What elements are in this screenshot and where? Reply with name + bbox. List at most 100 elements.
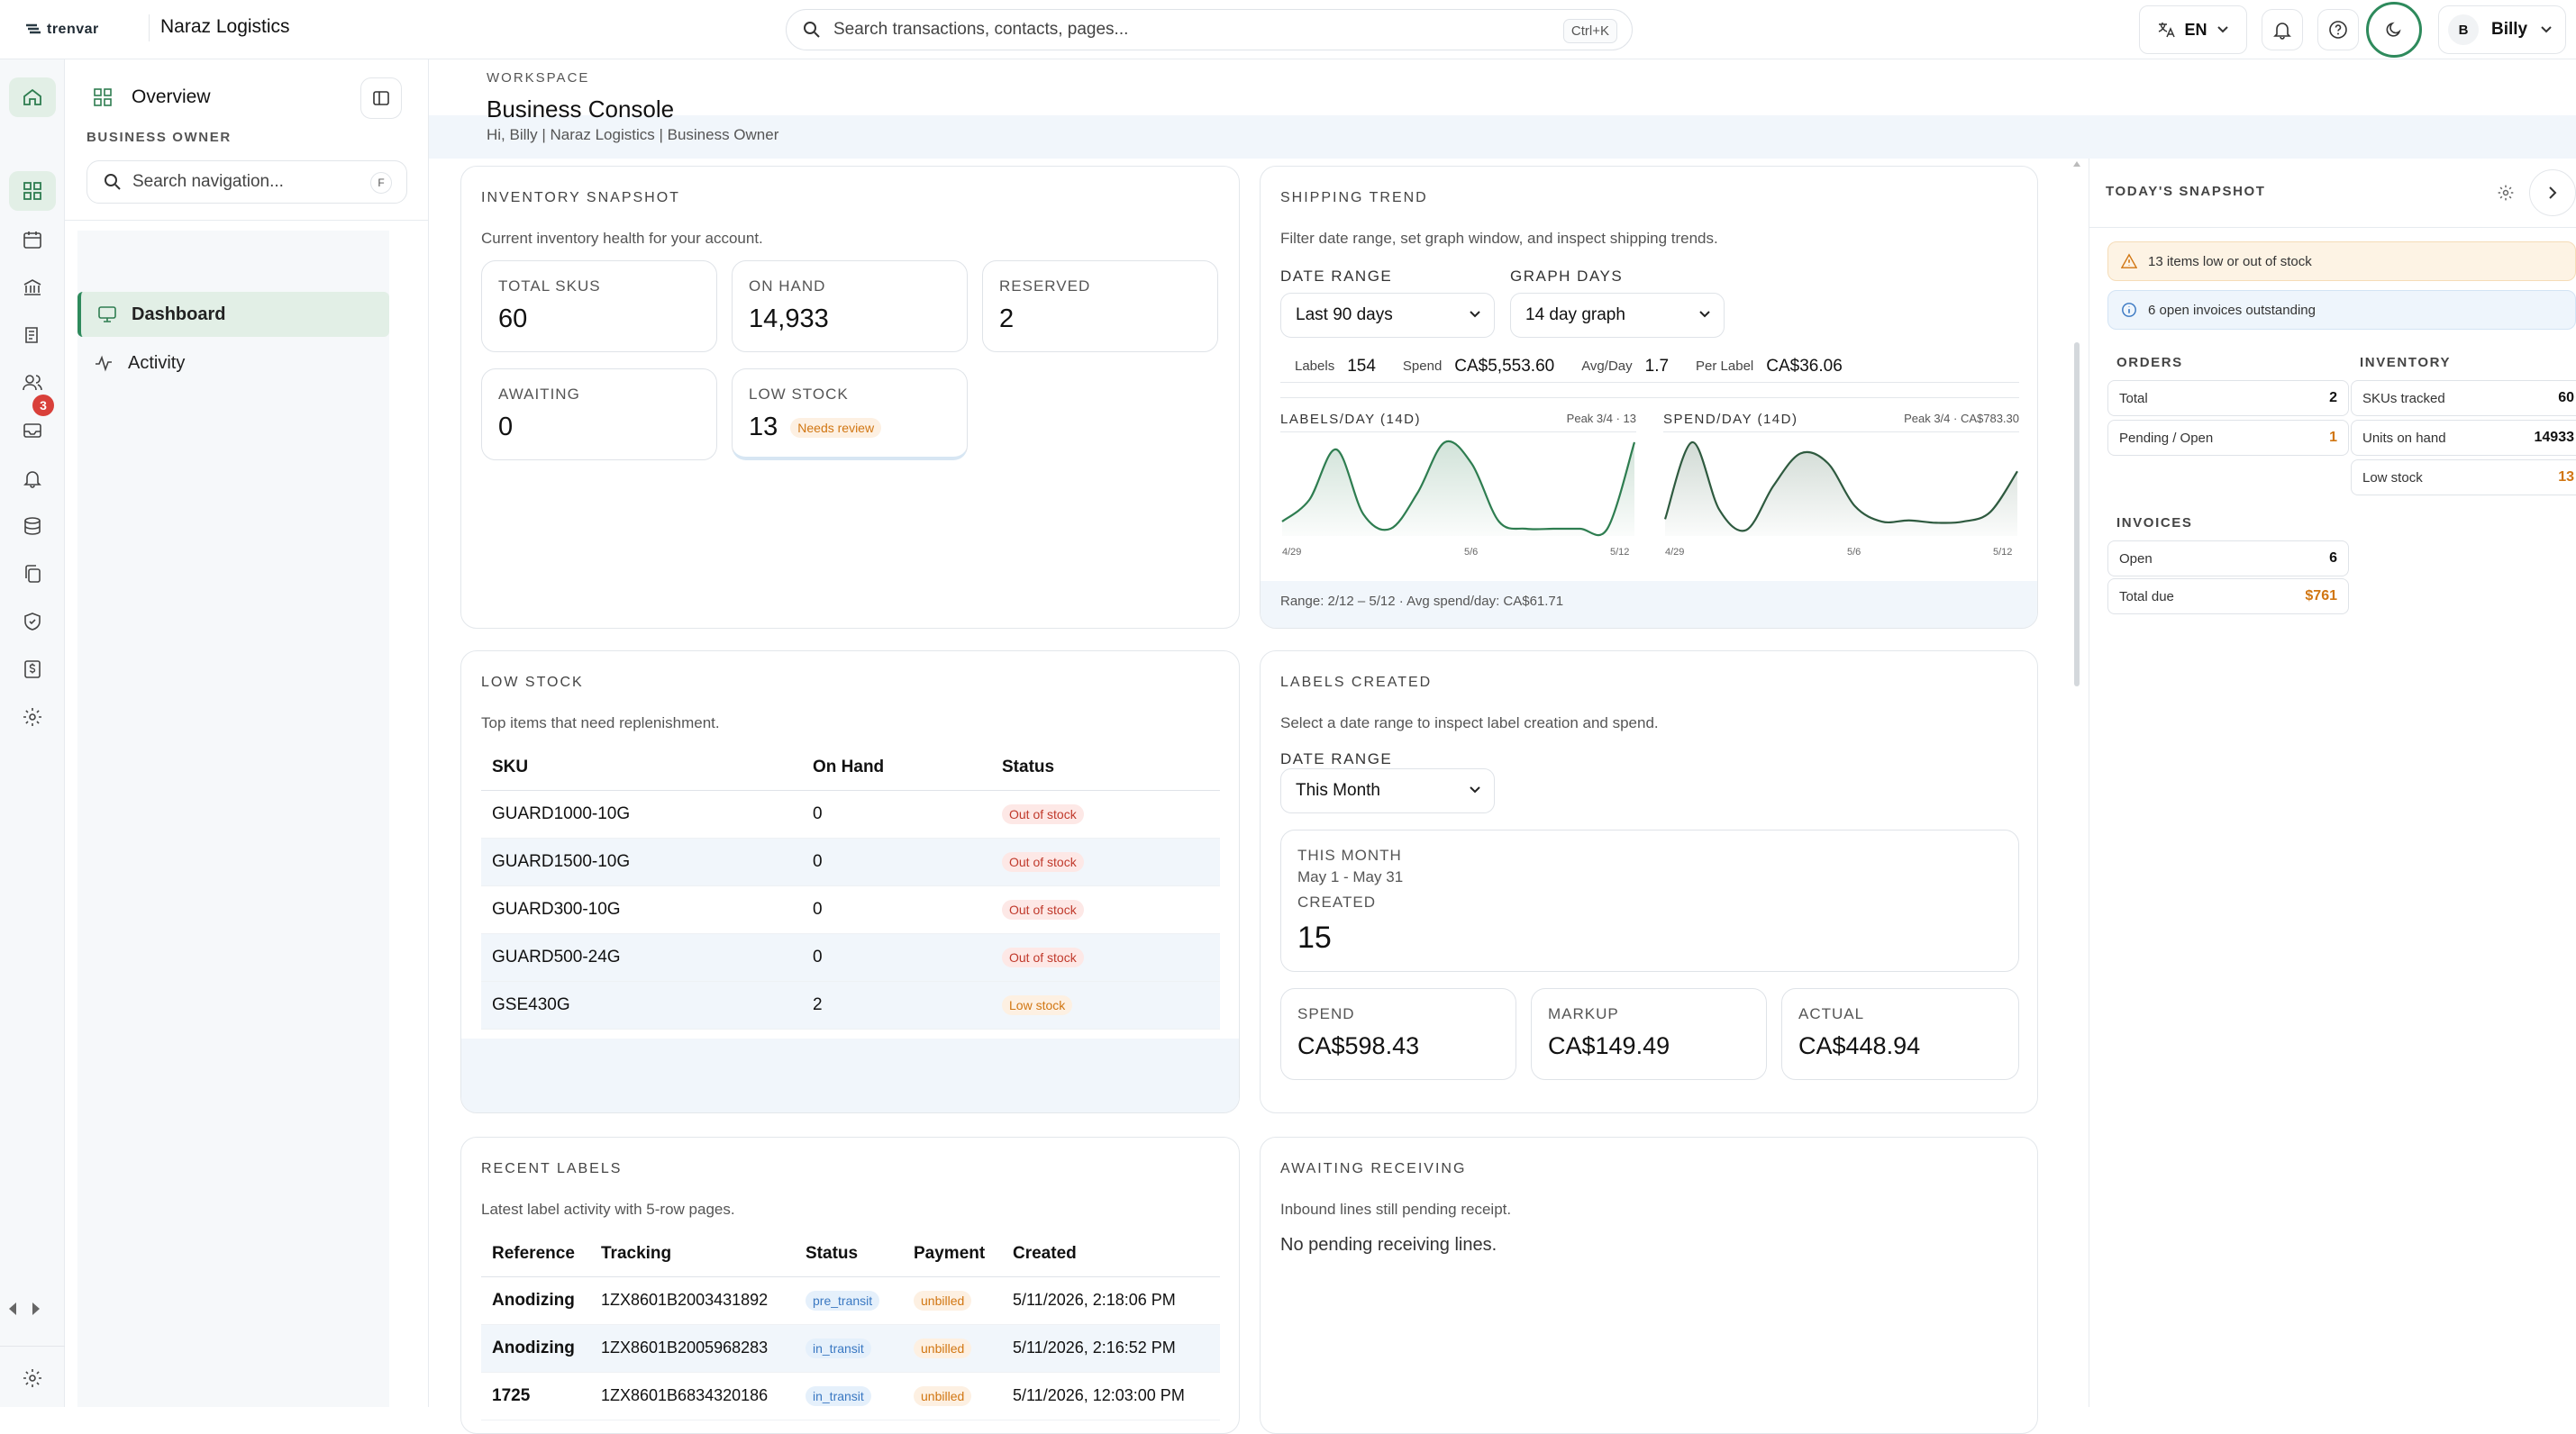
series-line (1281, 440, 1636, 537)
table-row[interactable]: GSE430G 2 Low stock (481, 981, 1220, 1030)
info-icon (2122, 303, 2136, 317)
theme-toggle-button[interactable] (2366, 2, 2422, 58)
rail-billing[interactable] (9, 649, 56, 689)
stat-on-hand: ON HAND 14,933 (732, 260, 968, 352)
rail-bank[interactable] (9, 268, 56, 307)
icon-rail: 3 (0, 59, 65, 1407)
stat-value: 154 (1347, 356, 1376, 376)
shipping-trend-card: SHIPPING TREND Filter date range, set gr… (1260, 166, 2038, 629)
nav-panel: Overview BUSINESS OWNER Search navigatio… (65, 59, 429, 1407)
inventory-units-row: Units on hand 14933 (2351, 420, 2576, 456)
column-header: Reference (481, 1231, 590, 1277)
chart-annotation: Peak 3/4 · CA$783.30 (1904, 412, 2019, 425)
stat-key: Per Label (1696, 358, 1754, 374)
inventory-snapshot-card: INVENTORY SNAPSHOT Current inventory hea… (460, 166, 1240, 629)
rail-database[interactable] (9, 506, 56, 546)
graph-days-select[interactable]: 14 day graph (1510, 293, 1725, 338)
logo-mark-icon (26, 23, 41, 34)
stat-low-stock[interactable]: LOW STOCK 13 Needs review (732, 368, 968, 460)
table-header-row: Reference Tracking Status Payment Create… (481, 1231, 1220, 1277)
status-cell: Low stock (991, 981, 1220, 1030)
date-range-select[interactable]: Last 90 days (1280, 293, 1495, 338)
rail-contacts[interactable] (9, 363, 56, 403)
created-cell: 5/11/2026, 12:03:00 PM (1002, 1372, 1220, 1420)
rail-ledger[interactable] (9, 315, 56, 355)
table-row[interactable]: Anodizing 1ZX8601B2005968283 in_transit … (481, 1324, 1220, 1373)
table-row[interactable]: GUARD1000-10G 0 Out of stock (481, 790, 1220, 839)
rail-calendar[interactable] (9, 220, 56, 259)
scroll-up-icon[interactable] (2072, 160, 2081, 168)
reference-cell: Anodizing (481, 1324, 590, 1373)
user-menu[interactable]: B Billy (2438, 5, 2566, 54)
database-icon (24, 517, 41, 535)
table-row[interactable]: GUARD1500-10G 0 Out of stock (481, 838, 1220, 886)
rail-documents[interactable] (9, 554, 56, 594)
status-cell: Out of stock (991, 885, 1220, 934)
stock-alert[interactable]: 13 items low or out of stock (2107, 241, 2576, 281)
language-selector[interactable]: EN (2139, 5, 2247, 54)
table-row[interactable]: GUARD300-10G 0 Out of stock (481, 885, 1220, 934)
nav-item-dashboard[interactable]: Dashboard (77, 292, 389, 337)
labels-date-range-select[interactable]: This Month (1280, 768, 1495, 813)
gear-icon[interactable] (2497, 184, 2515, 202)
shipping-stats-row: Labels 154 Spend CA$5,553.60 Avg/Day 1.7… (1280, 350, 2019, 383)
caret-right-icon[interactable] (31, 1301, 41, 1317)
status-badge: Low stock (1002, 994, 1073, 1015)
invoice-alert[interactable]: 6 open invoices outstanding (2107, 290, 2576, 330)
search-input[interactable]: Search transactions, contacts, pages... (833, 20, 1129, 39)
status-badge: in_transit (806, 1385, 871, 1406)
row-value: 1 (2329, 430, 2337, 445)
x-tick-label: 5/6 (1464, 547, 1479, 558)
stat-key: Labels (1295, 358, 1335, 374)
table-row[interactable]: GUARD500-24G 0 Out of stock (481, 933, 1220, 982)
table-row[interactable]: 1725 1ZX8601B6834320186 in_transit unbil… (481, 1372, 1220, 1420)
nav-item-activity[interactable]: Activity (77, 340, 389, 386)
stat-value: CA$448.94 (1798, 1032, 1921, 1059)
global-search[interactable]: Search transactions, contacts, pages... … (786, 9, 1633, 50)
main-scrollbar[interactable] (2071, 159, 2083, 1407)
rail-home[interactable] (9, 77, 56, 117)
warning-icon (2121, 253, 2137, 268)
stat-value: 60 (498, 304, 528, 333)
nav-item-label: Dashboard (132, 304, 226, 324)
row-value: 2 (2329, 390, 2337, 405)
card-heading: SHIPPING TREND (1280, 190, 1428, 205)
nav-search[interactable]: Search navigation... F (86, 160, 407, 204)
created-cell: 5/11/2026, 2:16:52 PM (1002, 1324, 1220, 1373)
app-logo[interactable]: trenvar (25, 20, 99, 40)
rail-settings[interactable] (9, 697, 56, 737)
row-value: 6 (2329, 550, 2337, 566)
rail-scroll-arrows[interactable] (7, 1301, 41, 1317)
stat-label: SPEND (1297, 1005, 1355, 1022)
rail-alerts[interactable] (9, 458, 56, 498)
row-label: Total (2119, 390, 2148, 406)
status-cell: Out of stock (991, 790, 1220, 839)
help-button[interactable] (2317, 9, 2359, 50)
chevron-down-icon (1470, 786, 1480, 794)
notifications-button[interactable] (2262, 9, 2303, 50)
card-heading: RECENT LABELS (481, 1161, 623, 1176)
rail-preferences[interactable] (9, 1358, 56, 1398)
rail-dashboard[interactable] (9, 171, 56, 211)
caret-left-icon[interactable] (7, 1301, 18, 1317)
stat-value: 13 (749, 413, 778, 441)
status-badge: Out of stock (1002, 803, 1084, 824)
rail-inbox[interactable] (9, 411, 56, 450)
created-label: CREATED (1297, 894, 1376, 911)
search-icon (804, 22, 820, 38)
nav-search-input[interactable]: Search navigation... (132, 172, 284, 191)
stat-label: AWAITING (498, 386, 580, 403)
table-row[interactable]: Anodizing 1ZX8601B2003431892 pre_transit… (481, 1276, 1220, 1325)
collapse-sidebar-button[interactable] (360, 77, 402, 119)
bell-icon (2273, 23, 2291, 40)
empty-state: No pending receiving lines. (1280, 1235, 1497, 1255)
collapse-panel-button[interactable] (2529, 169, 2576, 216)
rail-security[interactable] (9, 602, 56, 641)
scroll-thumb[interactable] (2074, 342, 2080, 686)
spend-area-chart (1663, 440, 2018, 536)
on-hand-cell: 0 (802, 933, 991, 982)
role-label: BUSINESS OWNER (86, 130, 232, 145)
inventory-skus-row: SKUs tracked 60 (2351, 380, 2576, 416)
stat-actual: ACTUAL CA$448.94 (1781, 988, 2019, 1080)
status-badge: Out of stock (1002, 851, 1084, 872)
